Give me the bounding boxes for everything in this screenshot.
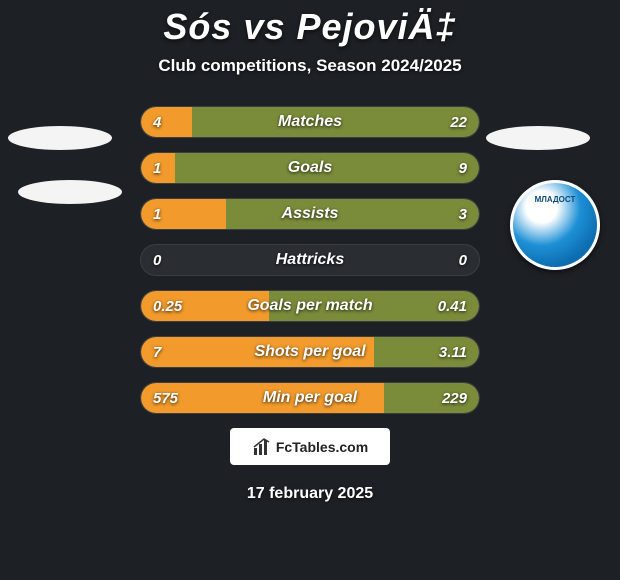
stat-label: Assists	[141, 199, 479, 229]
player-right-badge-1	[486, 126, 590, 150]
stat-row: 0.250.41Goals per match	[140, 290, 480, 322]
footer-date: 17 february 2025	[0, 485, 620, 503]
stat-row: 422Matches	[140, 106, 480, 138]
page-subtitle: Club competitions, Season 2024/2025	[0, 56, 620, 76]
stat-label: Goals	[141, 153, 479, 183]
player-left-badge-1	[8, 126, 112, 150]
stat-row: 19Goals	[140, 152, 480, 184]
stat-row: 575229Min per goal	[140, 382, 480, 414]
club-logo-text: МЛАДОСТ	[535, 196, 576, 204]
player-left-badge-2	[18, 180, 122, 204]
club-logo-right: МЛАДОСТ	[510, 180, 600, 270]
stat-label: Hattricks	[141, 245, 479, 275]
chart-icon	[252, 437, 272, 457]
stats-area: 422Matches 19Goals 13Assists 00Hattricks 0.2…	[140, 106, 480, 414]
brand-text: FcTables.com	[276, 439, 368, 455]
stat-label: Shots per goal	[141, 337, 479, 367]
stat-row: 00Hattricks	[140, 244, 480, 276]
stat-label: Matches	[141, 107, 479, 137]
stat-row: 13Assists	[140, 198, 480, 230]
page-title: Sós vs PejoviÄ‡	[0, 0, 620, 48]
brand-box[interactable]: FcTables.com	[230, 428, 390, 465]
stat-label: Min per goal	[141, 383, 479, 413]
stat-row: 73.11Shots per goal	[140, 336, 480, 368]
stat-label: Goals per match	[141, 291, 479, 321]
